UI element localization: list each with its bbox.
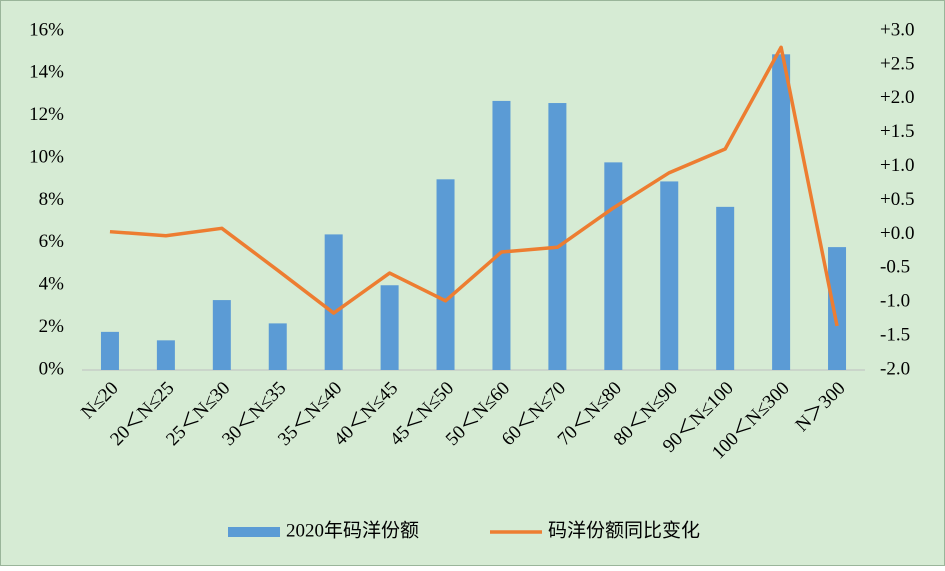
- bar: [772, 54, 791, 371]
- y2-tick-label: +1.0: [880, 155, 914, 176]
- y2-tick-label: -2.0: [880, 358, 910, 379]
- y-tick-label: 16%: [29, 19, 64, 40]
- line: [109, 45, 839, 327]
- y-tick-label: 4%: [39, 274, 65, 295]
- y-tick-label: 8%: [39, 189, 65, 210]
- y-tick-label: 0%: [39, 358, 65, 379]
- bar: [212, 300, 231, 370]
- y-tick-label: 12%: [29, 104, 64, 125]
- y-tick-label: 2%: [39, 316, 65, 337]
- y2-tick-label: +1.5: [880, 121, 914, 142]
- y2-tick-label: +2.0: [880, 87, 914, 108]
- bar: [156, 340, 175, 370]
- legend-label: 码洋份额同比变化: [548, 519, 700, 541]
- bar: [324, 234, 343, 370]
- y2-tick-label: -0.5: [880, 257, 910, 278]
- bar: [716, 206, 735, 370]
- bar: [604, 162, 623, 370]
- bar: [436, 179, 455, 370]
- y2-tick-label: -1.5: [880, 324, 910, 345]
- legend-swatch: [228, 527, 280, 537]
- legend-label: 2020年码洋份额: [286, 519, 419, 541]
- y2-tick-label: -1.0: [880, 291, 910, 312]
- bar: [828, 247, 847, 370]
- bar: [548, 103, 567, 370]
- y2-tick-label: +0.0: [880, 223, 914, 244]
- bar: [380, 285, 399, 370]
- y2-tick-label: +3.0: [880, 19, 914, 40]
- y2-tick-label: +2.5: [880, 53, 914, 74]
- y-tick-label: 6%: [39, 231, 65, 252]
- bar: [492, 100, 511, 370]
- y-tick-label: 14%: [29, 62, 64, 83]
- bar: [268, 323, 287, 370]
- bar: [660, 181, 679, 370]
- bar: [100, 331, 119, 370]
- y-tick-label: 10%: [29, 146, 64, 167]
- y2-tick-label: +0.5: [880, 189, 914, 210]
